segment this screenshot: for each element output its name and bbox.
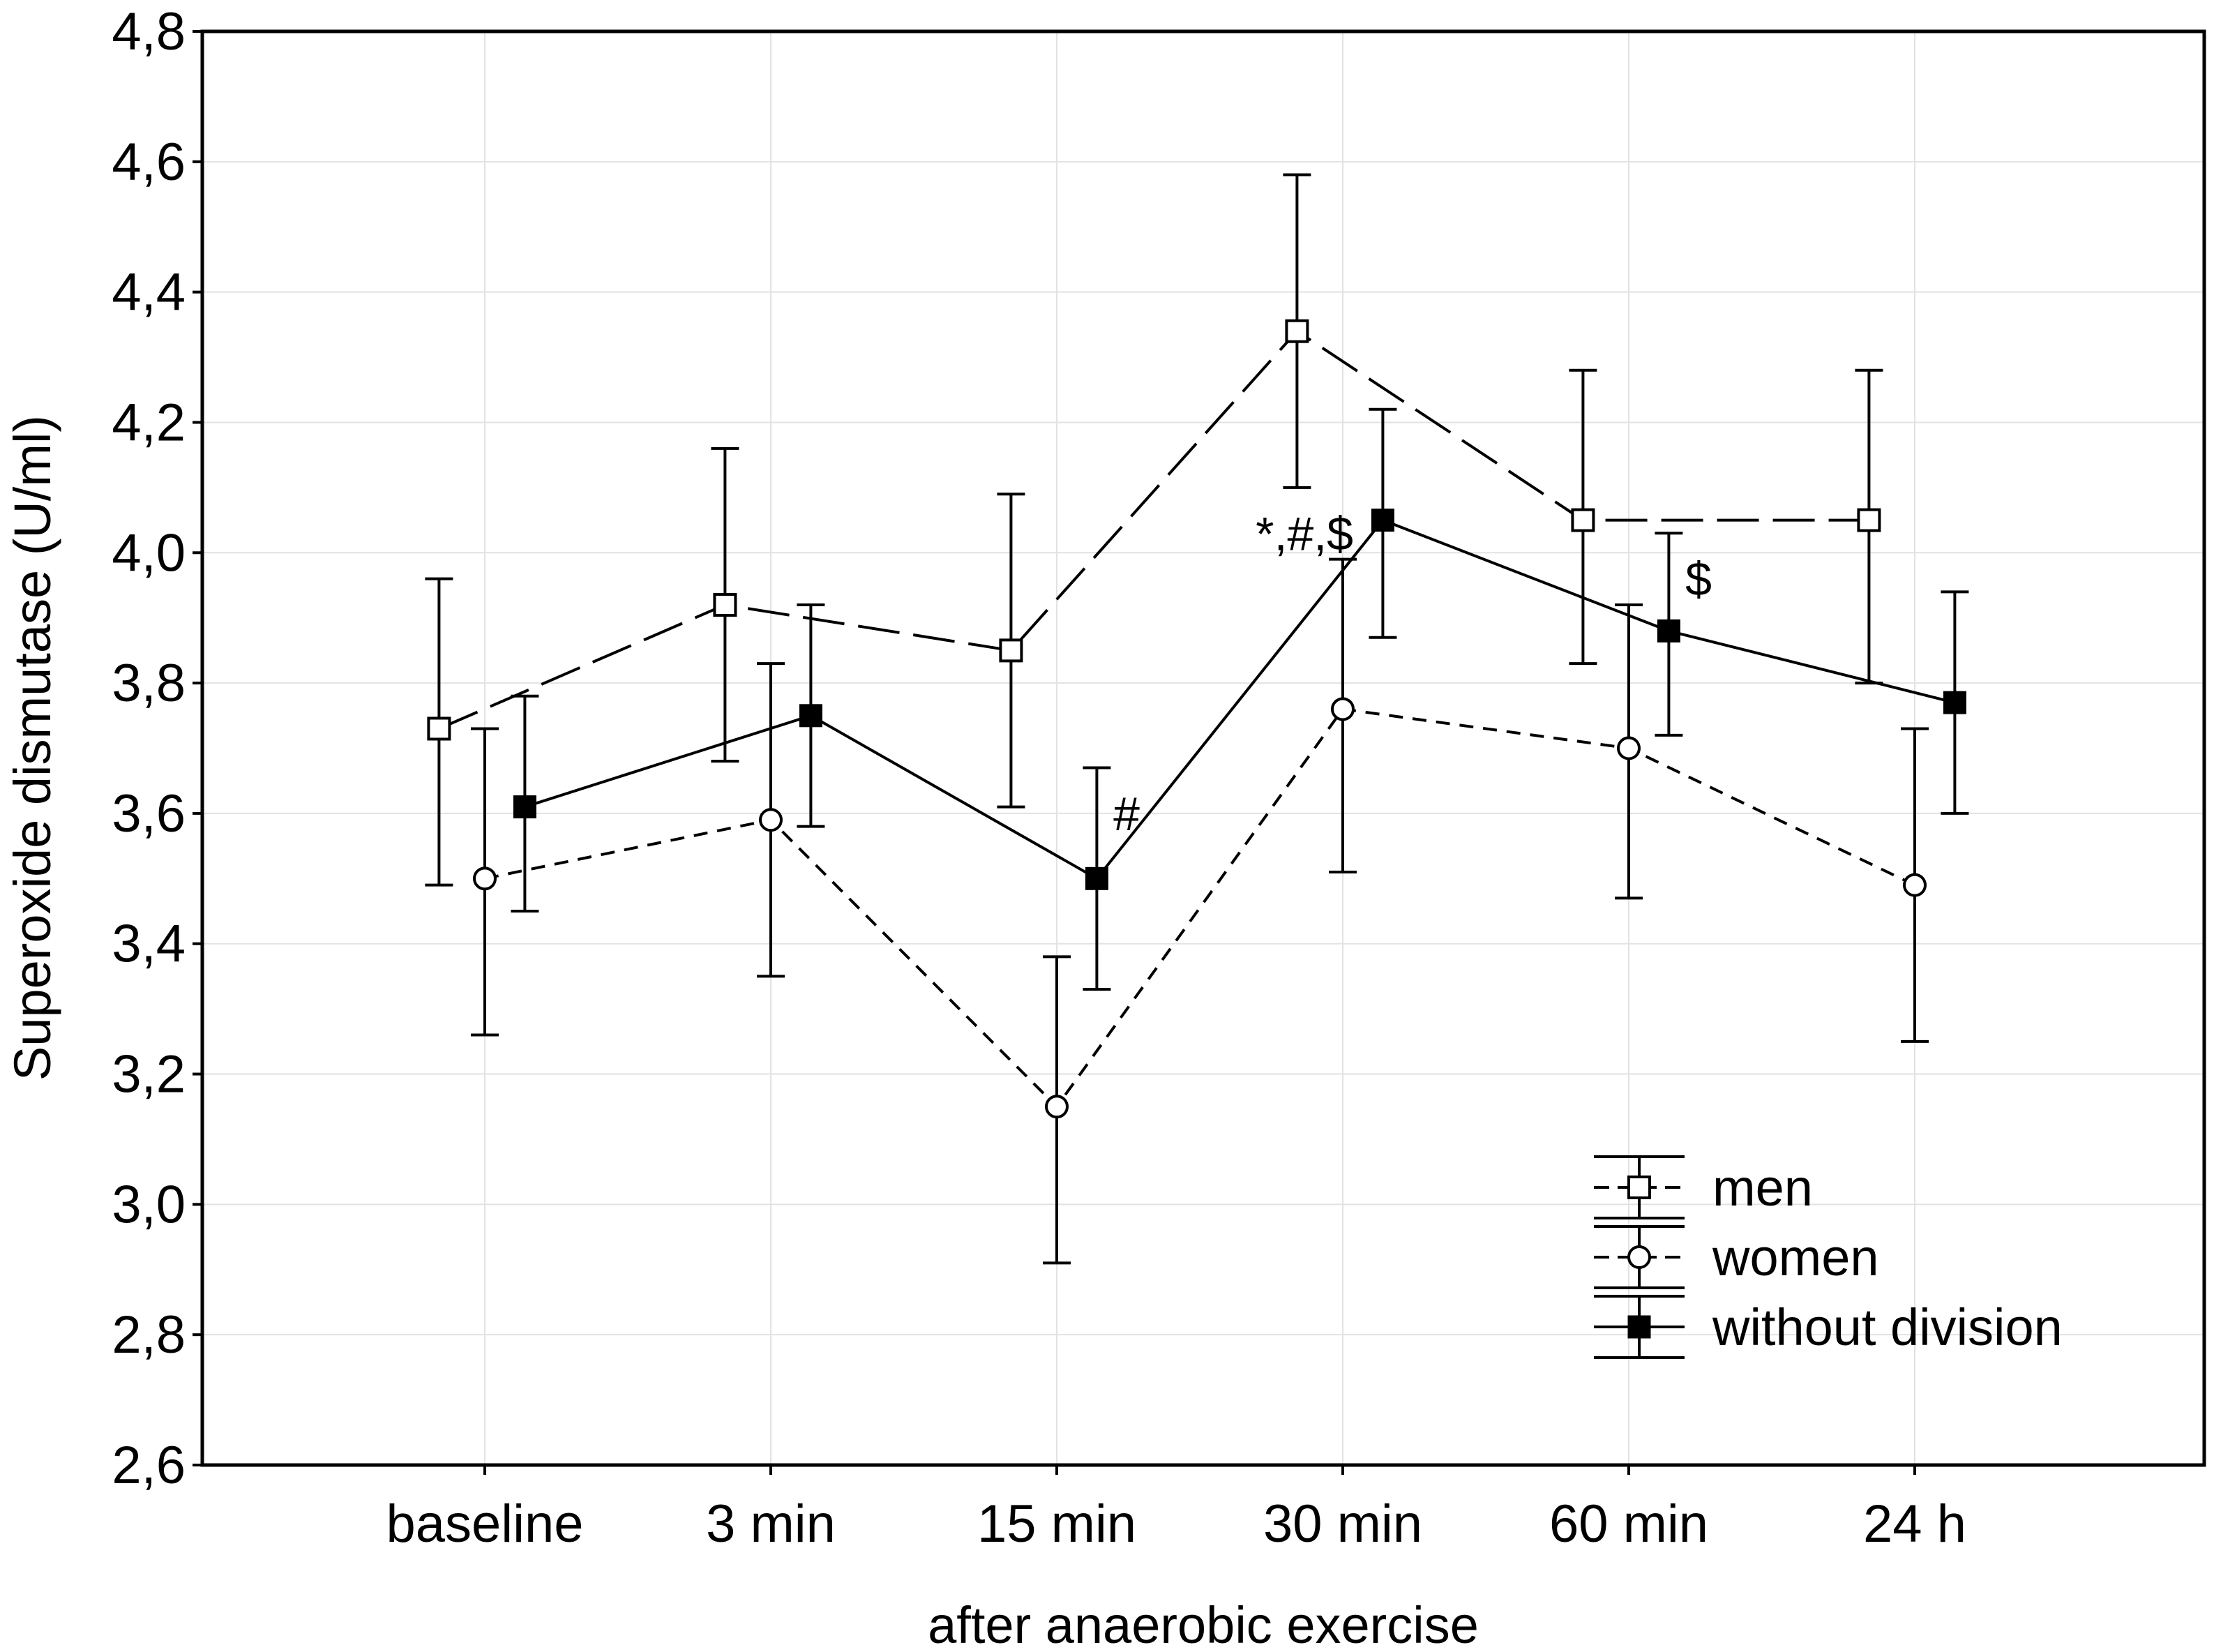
data-point (1371, 509, 1394, 532)
data-point (1285, 319, 1309, 343)
x-tick-label: 60 min (1549, 1494, 1708, 1554)
series-line (438, 329, 1869, 730)
series-women (471, 557, 1929, 1265)
series-without-division (511, 407, 1969, 991)
y-tick-label: 4,0 (112, 523, 186, 583)
y-tick-label: 2,8 (112, 1305, 186, 1365)
x-tick-label: baseline (386, 1494, 583, 1554)
y-tick-label: 3,0 (112, 1175, 186, 1234)
legend-item: men (1594, 1155, 1813, 1219)
grid (202, 31, 2204, 1465)
x-tick-label: 3 min (706, 1494, 836, 1554)
data-point (799, 704, 822, 728)
data-point (427, 716, 451, 741)
data-point (1943, 691, 1966, 714)
x-axis: baseline 3 min 15 min 30 min 60 min 24 h (386, 1465, 1966, 1554)
data-point (1331, 697, 1355, 721)
data-point (713, 593, 737, 617)
data-point (1617, 736, 1641, 760)
series-line (524, 518, 1955, 880)
y-axis: 2,6 2,8 3,0 3,2 3,4 3,6 3,8 4,0 4,2 4,4 4,6 4,8 (112, 2, 202, 1495)
y-tick-label: 2,6 (112, 1436, 186, 1495)
y-tick-label: 4,2 (112, 393, 186, 452)
legend-marker (1627, 1176, 1651, 1199)
legend-label: women (1712, 1229, 1879, 1286)
data-point (1657, 619, 1680, 643)
y-tick-label: 4,4 (112, 263, 186, 322)
legend-marker (1627, 1245, 1651, 1269)
data-point (473, 866, 497, 891)
legend-marker (1627, 1315, 1651, 1339)
data-point (1857, 508, 1881, 532)
annotation-label: # (1113, 788, 1140, 841)
legend-item: women (1594, 1225, 1879, 1289)
annotation-label: *,#,$ (1256, 507, 1353, 560)
x-axis-title: after anaerobic exercise (928, 1596, 1479, 1652)
data-point (1571, 508, 1595, 532)
data-point (513, 795, 536, 819)
data-point (1903, 873, 1927, 897)
data-point (999, 638, 1023, 663)
annotation-label: $ (1685, 553, 1712, 606)
legend-item: without division (1594, 1295, 2063, 1359)
series-men (425, 173, 1883, 887)
legend-label: men (1712, 1159, 1813, 1217)
data-point (1085, 866, 1108, 890)
series-line (484, 707, 1915, 1109)
y-axis-title: Superoxide dismutase (U/ml) (3, 415, 61, 1081)
y-tick-label: 3,2 (112, 1045, 186, 1104)
y-tick-label: 4,6 (112, 133, 186, 192)
y-tick-label: 4,8 (112, 2, 186, 61)
x-tick-label: 24 h (1863, 1494, 1966, 1554)
data-point (759, 808, 783, 832)
legend: men women without division (1594, 1155, 2063, 1359)
x-tick-label: 15 min (977, 1494, 1136, 1554)
x-tick-label: 30 min (1263, 1494, 1422, 1554)
data-point (1045, 1095, 1069, 1119)
y-tick-label: 3,6 (112, 784, 186, 843)
series-layer (425, 173, 1969, 1265)
plot-frame (200, 29, 2206, 1467)
y-tick-label: 3,8 (112, 654, 186, 713)
legend-label: without division (1712, 1298, 2063, 1356)
annotations: # *,#,$ $ (1113, 507, 1712, 841)
y-tick-label: 3,4 (112, 915, 186, 974)
